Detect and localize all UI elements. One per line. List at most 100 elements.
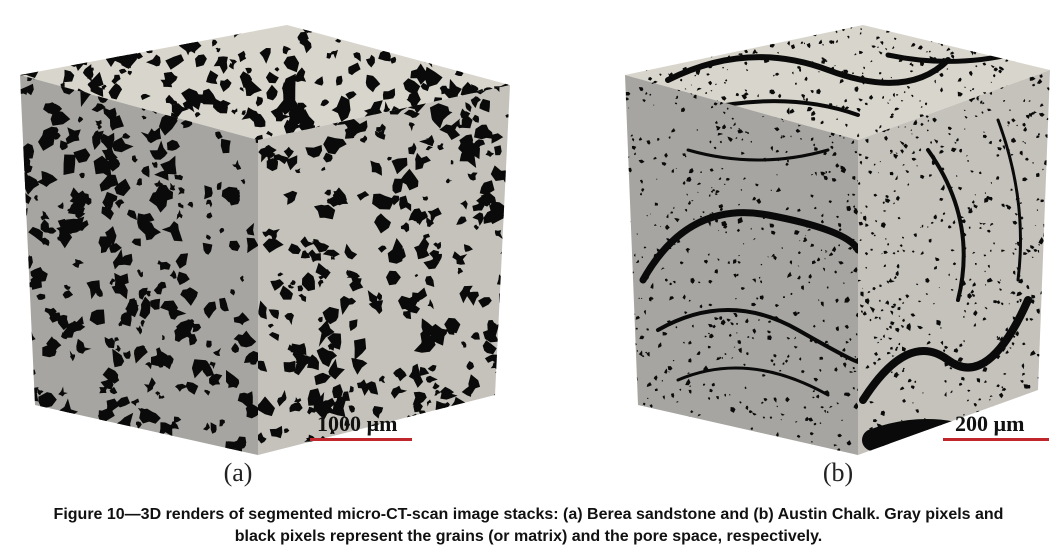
pore-blob: [266, 158, 278, 172]
pore-blob: [1007, 125, 1009, 127]
pore-blob: [738, 347, 742, 354]
pore-blob: [807, 444, 809, 446]
pore-blob: [501, 439, 510, 446]
pore-blob: [66, 216, 85, 234]
pore-blob: [407, 43, 419, 55]
pore-blob: [20, 350, 26, 359]
pore-blob: [860, 28, 862, 30]
pore-blob: [431, 440, 441, 449]
pore-blob: [1038, 132, 1040, 136]
pore-blob: [828, 252, 834, 256]
pore-blob: [317, 280, 324, 288]
pore-blob: [846, 199, 849, 203]
pore-blob: [279, 285, 293, 300]
pore-blob: [775, 187, 781, 192]
pore-blob: [903, 367, 905, 370]
pore-blob: [874, 351, 878, 356]
pore-blob: [787, 40, 790, 46]
pore-blob: [799, 357, 802, 361]
pore-blob: [1010, 154, 1014, 156]
pore-blob: [427, 299, 434, 310]
pore-blob: [728, 394, 731, 396]
pore-blob: [659, 73, 662, 76]
pore-blob: [650, 213, 651, 215]
pore-blob: [165, 94, 175, 106]
pore-blob: [399, 434, 415, 451]
pore-blob: [490, 165, 507, 181]
pore-blob: [318, 320, 335, 347]
pore-blob: [897, 216, 901, 220]
pore-blob: [833, 444, 838, 447]
pore-blob: [797, 251, 801, 255]
pore-blob: [855, 90, 858, 92]
pore-blob: [984, 380, 987, 383]
pore-blob: [180, 119, 193, 129]
pore-blob: [632, 138, 635, 142]
pore-blob: [245, 67, 252, 74]
pore-blob: [653, 104, 655, 106]
pore-blob: [423, 258, 440, 270]
pore-blob: [708, 49, 711, 52]
pore-blob: [634, 404, 639, 409]
pore-blob: [983, 254, 987, 257]
pore-blob: [259, 48, 271, 64]
pore-blob: [1038, 237, 1044, 245]
pore-blob: [241, 110, 246, 116]
pore-blob: [435, 418, 455, 442]
pore-blob: [821, 213, 824, 217]
pore-blob: [387, 156, 392, 161]
pore-blob: [917, 45, 923, 50]
pore-blob: [872, 287, 876, 291]
pore-blob: [642, 402, 646, 406]
pore-blob: [1043, 298, 1048, 304]
pore-blob: [639, 179, 643, 184]
pore-blob: [890, 310, 894, 316]
pore-blob: [727, 136, 733, 142]
pore-blob: [745, 405, 749, 411]
pore-blob: [647, 437, 650, 441]
pore-blob: [20, 345, 28, 356]
pore-blob: [971, 88, 975, 91]
pore-blob: [283, 55, 300, 73]
pore-blob: [341, 25, 359, 39]
pore-blob: [660, 267, 665, 271]
pore-blob: [254, 134, 263, 140]
pore-blob: [751, 34, 755, 38]
pore-blob: [1034, 225, 1037, 226]
pore-blob: [930, 221, 934, 224]
pore-blob: [335, 38, 342, 43]
pore-blob: [961, 446, 963, 448]
pore-blob: [1038, 112, 1045, 117]
pore-blob: [625, 97, 630, 101]
pore-blob: [299, 69, 303, 78]
pore-blob: [646, 140, 651, 145]
pore-blob: [241, 107, 262, 123]
pore-band: [676, 366, 830, 397]
pore-blob: [414, 237, 430, 260]
pore-blob: [959, 382, 963, 386]
pore-blob: [268, 332, 280, 341]
pore-blob: [845, 123, 848, 128]
pore-blob: [1037, 249, 1040, 254]
pore-blob: [1032, 25, 1034, 26]
pore-blob: [216, 181, 222, 190]
pore-blob: [910, 94, 914, 98]
pore-blob: [865, 298, 870, 305]
pore-blob: [625, 137, 626, 139]
pore-blob: [93, 155, 112, 179]
pore-blob: [816, 394, 820, 399]
pore-blob: [867, 291, 871, 294]
pore-blob: [973, 51, 977, 55]
pore-blob: [1005, 350, 1009, 354]
pore-blob: [175, 253, 189, 269]
pore-blob: [344, 420, 350, 427]
pore-blob: [422, 196, 429, 201]
pore-blob: [408, 142, 417, 155]
pore-blob: [122, 29, 131, 42]
pore-blob: [708, 303, 713, 307]
pore-blob: [756, 51, 758, 54]
pore-blob: [639, 335, 645, 340]
pore-blob: [1038, 244, 1040, 246]
pore-blob: [898, 374, 900, 376]
pore-blob: [277, 272, 284, 277]
